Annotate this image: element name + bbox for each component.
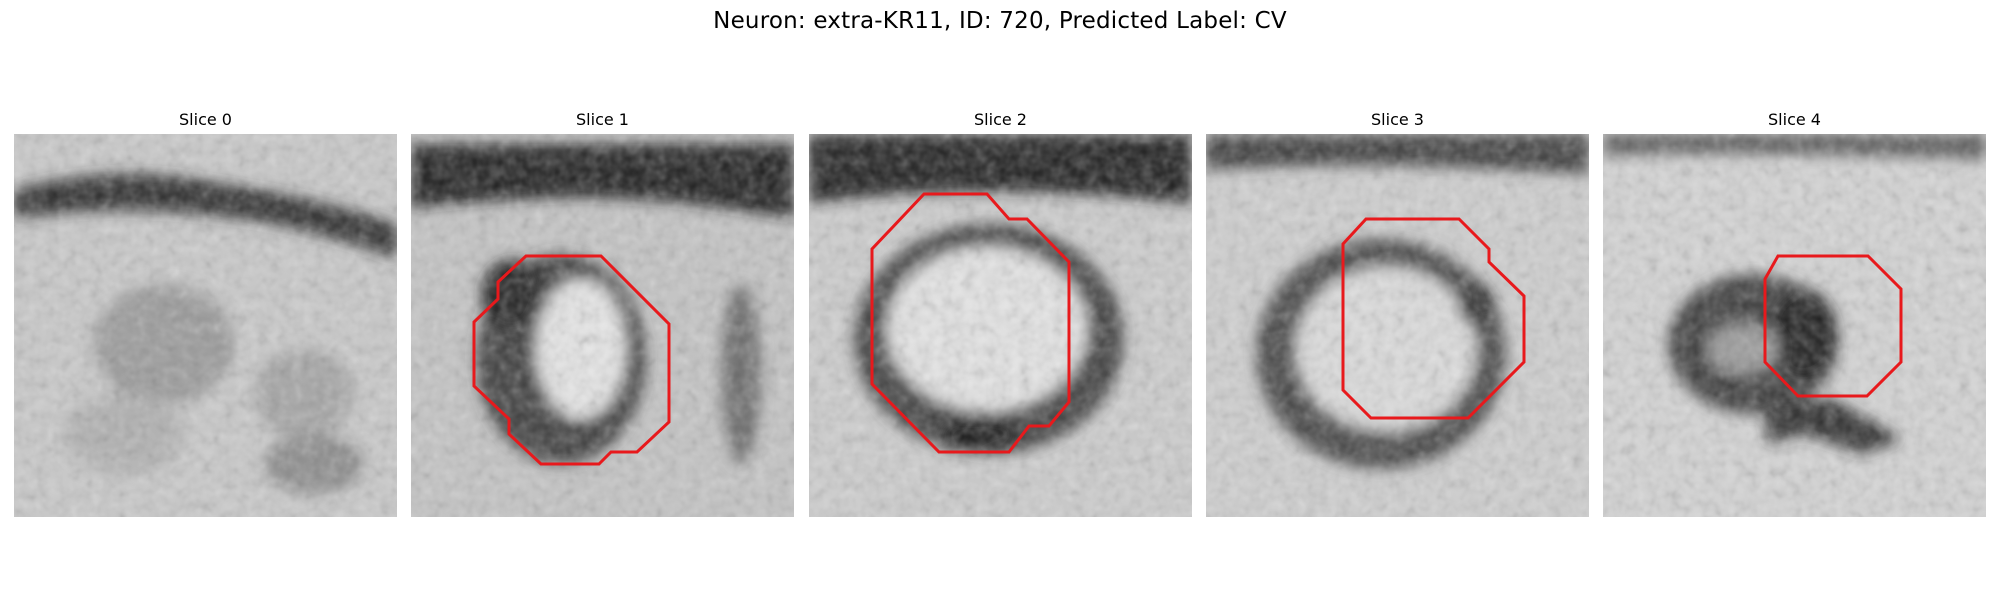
cell-contour-3	[1341, 217, 1526, 420]
cell-contour-1	[472, 254, 671, 466]
slice-title-3: Slice 3	[1371, 110, 1424, 129]
slice-title-0: Slice 0	[179, 110, 232, 129]
slice-image-4	[1603, 134, 1986, 517]
slice-title-4: Slice 4	[1768, 110, 1821, 129]
figure-title: Neuron: extra-KR11, ID: 720, Predicted L…	[713, 8, 1287, 34]
slice-image-1	[411, 134, 794, 517]
slice-image-2	[809, 134, 1192, 517]
slice-image-3	[1206, 134, 1589, 517]
slice-image-0	[14, 134, 397, 517]
cell-contour-2	[870, 192, 1071, 454]
cell-contour-4	[1763, 254, 1903, 398]
slice-title-1: Slice 1	[576, 110, 629, 129]
slice-title-2: Slice 2	[974, 110, 1027, 129]
